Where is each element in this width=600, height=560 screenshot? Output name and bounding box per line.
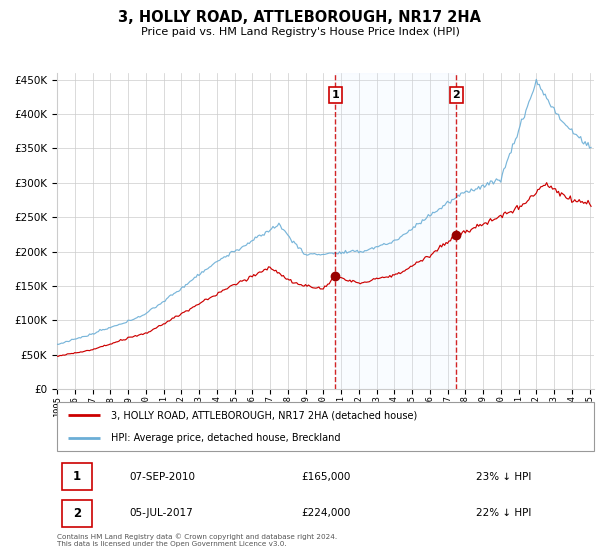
FancyBboxPatch shape (62, 500, 92, 527)
Text: 1: 1 (73, 470, 81, 483)
FancyBboxPatch shape (62, 463, 92, 491)
Text: 3, HOLLY ROAD, ATTLEBOROUGH, NR17 2HA: 3, HOLLY ROAD, ATTLEBOROUGH, NR17 2HA (119, 10, 482, 25)
Text: 23% ↓ HPI: 23% ↓ HPI (476, 472, 531, 482)
Text: 22% ↓ HPI: 22% ↓ HPI (476, 508, 531, 519)
Text: 05-JUL-2017: 05-JUL-2017 (130, 508, 193, 519)
Text: 07-SEP-2010: 07-SEP-2010 (130, 472, 196, 482)
Bar (335, 73, 457, 389)
Text: Contains HM Land Registry data © Crown copyright and database right 2024.
This d: Contains HM Land Registry data © Crown c… (57, 533, 337, 547)
Text: 2: 2 (452, 90, 460, 100)
Text: Price paid vs. HM Land Registry's House Price Index (HPI): Price paid vs. HM Land Registry's House … (140, 27, 460, 37)
Text: £224,000: £224,000 (301, 508, 350, 519)
FancyBboxPatch shape (57, 402, 594, 451)
Text: 3, HOLLY ROAD, ATTLEBOROUGH, NR17 2HA (detached house): 3, HOLLY ROAD, ATTLEBOROUGH, NR17 2HA (d… (111, 410, 417, 421)
Text: £165,000: £165,000 (301, 472, 350, 482)
Text: 2: 2 (73, 507, 81, 520)
Text: HPI: Average price, detached house, Breckland: HPI: Average price, detached house, Brec… (111, 433, 340, 444)
Text: 1: 1 (331, 90, 339, 100)
